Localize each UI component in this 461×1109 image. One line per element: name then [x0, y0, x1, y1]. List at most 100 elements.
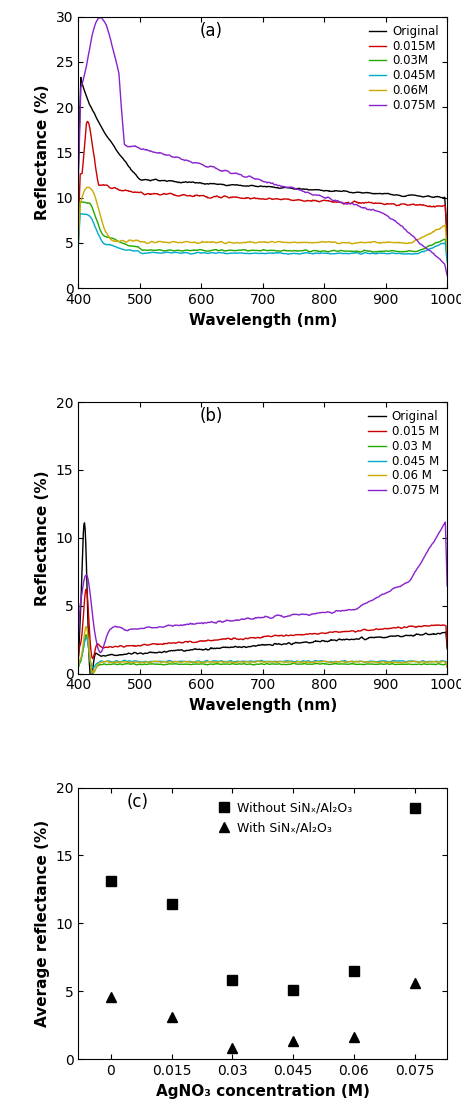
0.075M — [198, 157, 203, 171]
Line: Without SiNₓ/Al₂O₃: Without SiNₓ/Al₂O₃ — [106, 803, 420, 995]
0.015 M — [146, 639, 151, 652]
0.015 M — [76, 652, 81, 665]
0.075 M — [370, 593, 376, 607]
0.075M — [433, 250, 439, 263]
0.045 M — [91, 661, 96, 674]
With SiNₓ/Al₂O₃ — [351, 1030, 357, 1044]
Line: 0.06 M: 0.06 M — [78, 627, 447, 673]
Original — [100, 122, 105, 135]
Line: 0.045M: 0.045M — [78, 213, 447, 262]
0.045M — [77, 206, 83, 220]
Without SiNₓ/Al₂O₃ — [108, 875, 113, 888]
0.03 M — [434, 658, 439, 671]
Text: (b): (b) — [200, 407, 224, 425]
0.075M — [100, 12, 105, 26]
Legend: Original, 0.015M, 0.03M, 0.045M, 0.06M, 0.075M: Original, 0.015M, 0.03M, 0.045M, 0.06M, … — [366, 22, 441, 114]
0.06M — [433, 223, 439, 236]
0.045M — [433, 240, 439, 253]
0.075M — [76, 172, 81, 185]
0.045 M — [444, 660, 450, 673]
0.06M — [76, 234, 81, 247]
0.015 M — [434, 619, 439, 632]
0.075M — [420, 240, 426, 253]
Original — [146, 647, 151, 660]
0.03M — [433, 236, 439, 250]
Original — [198, 176, 203, 190]
With SiNₓ/Al₂O₃ — [290, 1034, 296, 1047]
0.015 M — [83, 582, 89, 596]
X-axis label: AgNO₃ concentration (M): AgNO₃ concentration (M) — [156, 1083, 370, 1099]
0.03 M — [100, 658, 106, 671]
Original — [421, 628, 426, 641]
Without SiNₓ/Al₂O₃ — [290, 984, 296, 997]
0.075 M — [420, 552, 426, 566]
With SiNₓ/Al₂O₃ — [230, 1041, 235, 1055]
0.03M — [444, 253, 450, 266]
0.015M — [444, 235, 450, 248]
0.03 M — [76, 661, 81, 674]
0.03 M — [90, 667, 96, 680]
0.06M — [420, 231, 426, 244]
0.045M — [100, 235, 105, 248]
0.03M — [100, 227, 105, 241]
Y-axis label: Reflectance (%): Reflectance (%) — [35, 470, 50, 606]
0.06 M — [83, 620, 89, 633]
0.06 M — [421, 655, 426, 669]
0.045 M — [371, 654, 376, 668]
Without SiNₓ/Al₂O₃ — [412, 802, 418, 815]
Without SiNₓ/Al₂O₃ — [230, 974, 235, 987]
0.06 M — [76, 660, 81, 673]
Line: 0.015M: 0.015M — [78, 122, 447, 242]
Line: Original: Original — [78, 78, 447, 237]
0.03M — [420, 242, 426, 255]
0.06 M — [434, 655, 439, 669]
Original — [420, 191, 426, 204]
0.045M — [444, 255, 450, 268]
Line: Original: Original — [78, 522, 447, 679]
Line: 0.06M: 0.06M — [78, 187, 447, 253]
0.015M — [85, 115, 90, 129]
Text: (a): (a) — [200, 22, 223, 40]
0.045M — [76, 238, 81, 252]
With SiNₓ/Al₂O₃ — [412, 976, 418, 989]
0.045M — [420, 245, 426, 258]
0.06M — [444, 246, 450, 260]
0.06M — [370, 235, 376, 248]
0.015 M — [444, 639, 450, 652]
0.03 M — [444, 661, 450, 674]
Without SiNₓ/Al₂O₃ — [351, 964, 357, 977]
0.06 M — [90, 667, 96, 680]
0.03M — [370, 245, 376, 258]
0.015 M — [100, 641, 106, 654]
Original — [444, 231, 450, 244]
0.06M — [145, 236, 151, 250]
Original — [444, 642, 450, 655]
0.045 M — [76, 660, 81, 673]
Line: 0.03 M: 0.03 M — [78, 634, 447, 673]
0.03M — [77, 195, 83, 208]
0.03 M — [421, 658, 426, 671]
X-axis label: Wavelength (nm): Wavelength (nm) — [189, 313, 337, 327]
0.015M — [420, 199, 426, 212]
0.075M — [97, 11, 103, 24]
0.015M — [370, 196, 376, 210]
X-axis label: Wavelength (nm): Wavelength (nm) — [189, 698, 337, 713]
Original — [433, 190, 439, 203]
0.015M — [100, 179, 105, 192]
Line: With SiNₓ/Al₂O₃: With SiNₓ/Al₂O₃ — [106, 978, 420, 1052]
0.075 M — [100, 643, 105, 657]
0.015M — [198, 189, 203, 202]
0.015M — [76, 217, 81, 231]
Line: 0.075 M: 0.075 M — [78, 522, 447, 652]
Original — [145, 173, 151, 186]
0.015 M — [90, 652, 95, 665]
0.075 M — [145, 621, 151, 634]
Legend: Original, 0.015 M, 0.03 M, 0.045 M, 0.06 M, 0.075 M: Original, 0.015 M, 0.03 M, 0.045 M, 0.06… — [366, 408, 441, 500]
Without SiNₓ/Al₂O₃ — [169, 897, 174, 910]
0.075M — [370, 203, 376, 216]
0.03 M — [371, 658, 376, 671]
0.045M — [145, 246, 151, 260]
Line: 0.075M: 0.075M — [78, 18, 447, 275]
Line: 0.03M: 0.03M — [78, 202, 447, 260]
Original — [89, 672, 94, 685]
